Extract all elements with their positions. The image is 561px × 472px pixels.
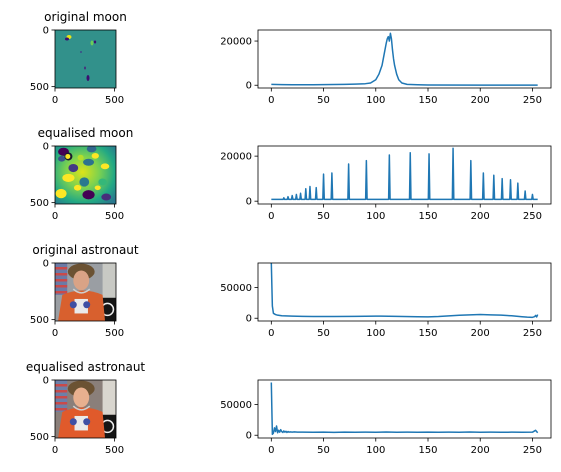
histogram-panel-3: 0 50 100 150 200 250 0 50000 — [220, 379, 552, 456]
histogram-line — [270, 263, 539, 319]
x-tick-label: 0 — [268, 211, 274, 222]
y-tick-label: 50000 — [220, 283, 252, 294]
axes-frame — [257, 29, 552, 89]
x-tick-label: 50 — [317, 211, 330, 222]
x-tick-label: 0 — [268, 445, 274, 456]
y-tick-label: 0 — [246, 81, 252, 92]
axes-frame — [54, 145, 117, 205]
x-tick-label: 500 — [105, 95, 124, 106]
x-tick-label: 500 — [105, 328, 124, 339]
x-tick-label: 0 — [52, 211, 58, 222]
x-tick-label: 150 — [418, 95, 437, 106]
x-tick-label: 0 — [268, 328, 274, 339]
x-tick-label: 0 — [52, 445, 58, 456]
axes-frame — [257, 145, 552, 205]
x-tick-label: 500 — [105, 211, 124, 222]
x-tick-label: 200 — [471, 211, 490, 222]
x-tick-label: 50 — [317, 445, 330, 456]
histogram-panel-0: 0 50 100 150 200 250 0 20000 — [220, 29, 552, 106]
histogram-panel-1: 0 50 100 150 200 250 0 20000 — [220, 145, 552, 222]
panel-title: original astronaut — [32, 243, 139, 257]
y-tick-label: 50000 — [220, 400, 252, 411]
histogram-panel-2: 0 50 100 150 200 250 0 50000 — [220, 262, 552, 339]
panel-title: equalised astronaut — [26, 360, 146, 374]
x-tick-label: 100 — [366, 328, 385, 339]
y-tick-label: 20000 — [220, 37, 252, 48]
y-tick-label: 500 — [30, 315, 49, 326]
histogram-line — [270, 382, 539, 436]
x-tick-label: 0 — [52, 328, 58, 339]
x-tick-label: 500 — [105, 445, 124, 456]
y-tick-label: 20000 — [220, 152, 252, 163]
y-tick-label: 0 — [246, 431, 252, 442]
x-tick-label: 200 — [471, 328, 490, 339]
x-tick-label: 50 — [317, 328, 330, 339]
histogram-line — [271, 147, 538, 201]
y-tick-label: 500 — [30, 82, 49, 93]
axes-frame — [54, 29, 117, 89]
x-tick-label: 250 — [523, 95, 542, 106]
x-tick-label: 100 — [366, 95, 385, 106]
x-tick-label: 150 — [418, 445, 437, 456]
axes-frame — [54, 379, 117, 439]
x-tick-label: 50 — [317, 95, 330, 106]
x-tick-label: 250 — [523, 445, 542, 456]
x-tick-label: 0 — [268, 95, 274, 106]
panel-title: original moon — [44, 10, 127, 24]
y-tick-label: 500 — [30, 432, 49, 443]
image-astronaut-eq — [55, 380, 116, 438]
y-tick-label: 500 — [30, 198, 49, 209]
x-tick-label: 150 — [418, 328, 437, 339]
x-tick-label: 0 — [52, 95, 58, 106]
y-tick-label: 0 — [43, 26, 49, 37]
image-astronaut — [55, 263, 116, 321]
panel-title: equalised moon — [38, 126, 134, 140]
histogram-line — [271, 32, 538, 86]
x-tick-label: 100 — [366, 211, 385, 222]
axes-frame — [54, 262, 117, 322]
y-tick-label: 0 — [246, 197, 252, 208]
image-moon — [55, 30, 116, 88]
x-tick-label: 200 — [471, 95, 490, 106]
image-moon-eq — [55, 146, 116, 204]
y-tick-label: 0 — [43, 142, 49, 153]
y-tick-label: 0 — [43, 259, 49, 270]
y-tick-label: 0 — [246, 314, 252, 325]
axes-frame — [257, 262, 552, 322]
axes-frame — [257, 379, 552, 439]
x-tick-label: 200 — [471, 445, 490, 456]
x-tick-label: 150 — [418, 211, 437, 222]
x-tick-label: 250 — [523, 328, 542, 339]
x-tick-label: 100 — [366, 445, 385, 456]
y-tick-label: 0 — [43, 376, 49, 387]
x-tick-label: 250 — [523, 211, 542, 222]
